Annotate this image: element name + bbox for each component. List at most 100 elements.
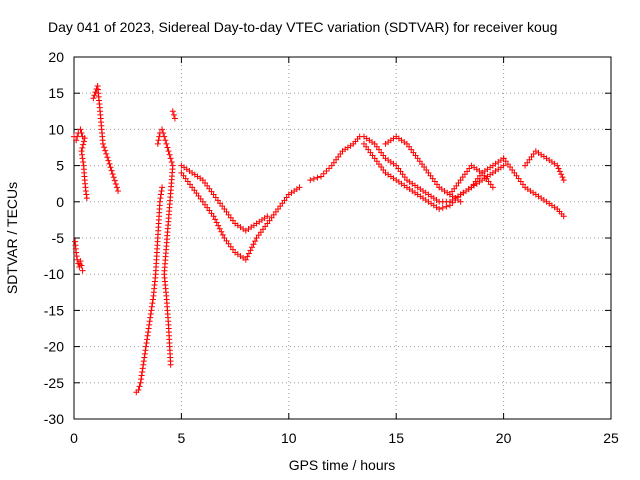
data-point <box>83 191 90 198</box>
data-point <box>80 138 87 145</box>
data-point <box>320 170 327 177</box>
data-point <box>215 222 222 229</box>
data-point <box>110 174 117 181</box>
series-end-tail <box>500 155 567 220</box>
data-point <box>115 187 122 194</box>
y-tick-label: -20 <box>44 339 64 355</box>
data-point <box>560 177 567 184</box>
data-point <box>91 92 98 99</box>
data-point <box>318 173 325 180</box>
data-point <box>93 86 100 93</box>
data-point <box>147 311 154 318</box>
data-point <box>170 111 177 118</box>
data-point <box>138 372 145 379</box>
data-point <box>252 238 259 245</box>
x-tick-label: 0 <box>70 430 78 446</box>
y-tick-label: 15 <box>48 85 64 101</box>
data-point <box>138 376 145 383</box>
y-tick-label: 0 <box>56 194 64 210</box>
data-point <box>165 148 172 155</box>
data-point <box>323 168 330 175</box>
data-point <box>147 314 154 321</box>
data-point <box>73 249 80 256</box>
data-point <box>169 108 176 115</box>
data-point <box>554 162 561 169</box>
data-point <box>140 358 147 365</box>
data-point <box>167 155 174 162</box>
data-point <box>148 303 155 310</box>
data-point <box>146 318 153 325</box>
series-steep-rise <box>133 184 166 396</box>
data-point <box>555 165 562 172</box>
data-point <box>77 126 84 133</box>
x-tick-label: 10 <box>281 430 297 446</box>
data-point <box>73 253 80 260</box>
data-point <box>149 296 156 303</box>
chart-title: Day 041 of 2023, Sidereal Day-to-day VTE… <box>48 19 557 35</box>
data-point <box>79 267 86 274</box>
data-point <box>73 137 80 144</box>
x-tick-label: 25 <box>603 430 619 446</box>
data-point <box>163 140 170 147</box>
series-outlier-45 <box>169 108 178 122</box>
data-point <box>556 168 563 175</box>
data-point <box>142 343 149 350</box>
data-point <box>145 325 152 332</box>
data-point <box>307 177 314 184</box>
data-point <box>143 339 150 346</box>
data-point <box>560 213 567 220</box>
data-point <box>244 253 251 260</box>
data-point <box>161 133 168 140</box>
data-point <box>136 383 143 390</box>
data-point <box>135 387 142 394</box>
data-point <box>142 347 149 354</box>
data-point <box>77 258 84 265</box>
series-end-arc <box>522 148 567 184</box>
data-point <box>162 137 169 144</box>
data-point <box>139 368 146 375</box>
series-wave-d <box>446 162 496 198</box>
series-upper-dip <box>178 162 271 234</box>
data-point <box>90 95 97 102</box>
y-tick-label: -10 <box>44 266 64 282</box>
axis-ticks: 0 5 10 15 20 25 -30 -25 -20 -15 -10 -5 0 5 10 15 20 <box>44 49 619 446</box>
data-point <box>103 150 110 157</box>
data-point <box>168 158 175 165</box>
data-point <box>439 204 446 211</box>
series-cluster-4h <box>154 126 176 368</box>
data-point <box>158 187 165 194</box>
data-point <box>82 187 89 194</box>
data-point <box>78 130 85 137</box>
data-point <box>81 135 88 142</box>
data-point <box>171 115 178 122</box>
series-early-cluster-top <box>71 126 90 202</box>
grid <box>74 57 611 419</box>
data-point <box>92 89 99 96</box>
data-point <box>156 198 163 205</box>
y-tick-label: -25 <box>44 375 64 391</box>
data-point <box>146 321 153 328</box>
x-tick-label: 15 <box>388 430 404 446</box>
data-point <box>500 162 507 169</box>
data-point <box>148 307 155 314</box>
data-point <box>457 198 464 205</box>
data-point <box>216 225 223 232</box>
data-point <box>113 184 120 191</box>
data-point <box>218 228 225 235</box>
data-point <box>78 262 85 269</box>
data-point <box>139 365 146 372</box>
data-point <box>145 329 152 336</box>
data-point <box>212 216 219 223</box>
x-axis-label: GPS time / hours <box>289 457 396 473</box>
data-point <box>250 241 257 248</box>
data-point <box>559 174 566 181</box>
data-point <box>109 170 116 177</box>
data-point <box>112 180 119 187</box>
data-point <box>79 144 86 151</box>
data-point <box>106 160 113 167</box>
series-wave-a <box>360 140 507 213</box>
series-main-dip <box>178 169 303 263</box>
data-point <box>74 133 81 140</box>
data-point <box>141 354 148 361</box>
